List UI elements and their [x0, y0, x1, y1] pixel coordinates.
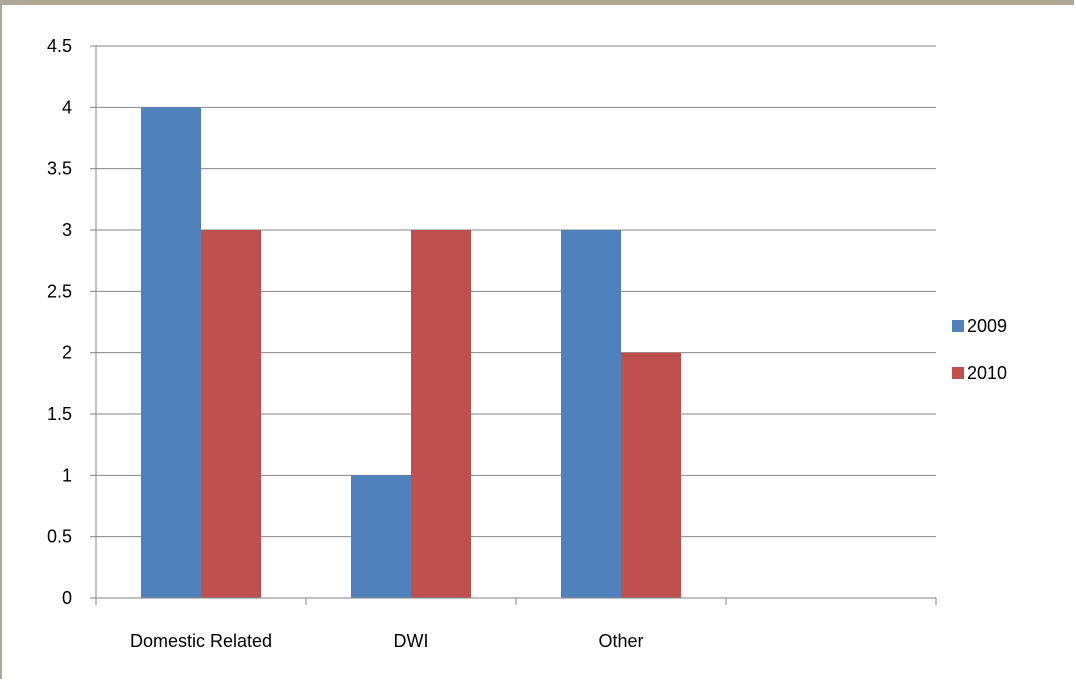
y-tick-label: 3.5 — [47, 159, 72, 179]
bar-2010-domestic-related — [201, 230, 261, 598]
y-tick-label: 1.5 — [47, 404, 72, 424]
y-tick-label: 0 — [62, 588, 72, 608]
y-tick-labels: 0 0.5 1 1.5 2 2.5 3 3.5 4 4.5 — [47, 36, 72, 608]
x-tick-labels: Domestic Related DWI Other — [130, 631, 644, 651]
bars — [141, 107, 681, 598]
bar-2009-dwi — [351, 475, 411, 598]
y-tick-label: 3 — [62, 220, 72, 240]
gridlines — [96, 45, 936, 538]
y-tick-label: 4 — [62, 97, 72, 117]
y-tick-label: 0.5 — [47, 527, 72, 547]
y-tick-label: 2.5 — [47, 281, 72, 301]
x-tick-label: Other — [598, 631, 643, 651]
y-tick-label: 4.5 — [47, 36, 72, 56]
bar-2009-other — [561, 230, 621, 598]
bar-2009-domestic-related — [141, 107, 201, 598]
y-tick-label: 1 — [62, 465, 72, 485]
legend: 2009 2010 — [952, 316, 1007, 383]
x-tick-label: Domestic Related — [130, 631, 272, 651]
y-tick-label: 2 — [62, 343, 72, 363]
x-tick-label: DWI — [394, 631, 429, 651]
bar-2010-dwi — [411, 230, 471, 598]
axes — [90, 45, 937, 605]
bar-2010-other — [621, 352, 681, 598]
legend-swatch — [952, 320, 964, 332]
legend-swatch — [952, 367, 964, 379]
legend-label: 2010 — [967, 363, 1007, 383]
legend-label: 2009 — [967, 316, 1007, 336]
